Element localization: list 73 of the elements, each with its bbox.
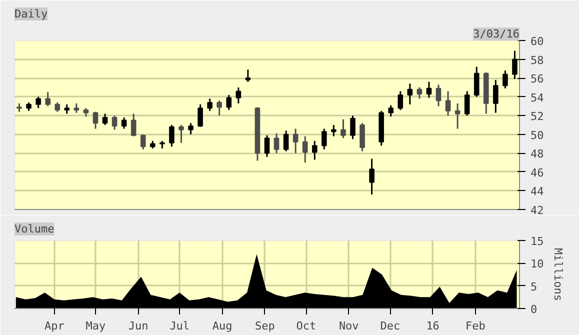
candlestick xyxy=(169,124,174,148)
chart-title: Daily xyxy=(14,8,48,20)
candlestick xyxy=(493,79,498,114)
x-tick-label: Jul xyxy=(170,320,190,332)
candlestick xyxy=(445,90,451,116)
candlestick xyxy=(436,84,442,107)
chart-title: Volume xyxy=(14,222,54,236)
candlestick xyxy=(226,94,232,111)
candlestick xyxy=(64,104,70,114)
candlestick xyxy=(178,124,184,144)
candlestick xyxy=(350,114,356,140)
y-tick-label: 50 xyxy=(530,128,544,142)
candlestick xyxy=(130,112,136,138)
y-tick-label: 42 xyxy=(530,204,544,217)
candlestick xyxy=(264,134,270,158)
candlestick xyxy=(312,140,318,160)
candlestick xyxy=(121,116,127,130)
candlestick xyxy=(340,118,346,139)
candlestick xyxy=(102,112,108,126)
x-tick-label: May xyxy=(86,320,106,332)
candlestick xyxy=(188,122,194,136)
y-tick-label: 48 xyxy=(530,148,544,161)
candlestick xyxy=(502,70,508,90)
candlestick xyxy=(245,68,251,83)
y-tick-label: 10 xyxy=(530,258,544,271)
y-tick-label: 44 xyxy=(530,185,544,198)
candlestick xyxy=(360,122,365,152)
y-tick-label: 46 xyxy=(530,166,544,180)
candlestick xyxy=(474,66,480,98)
y-tick-label: 15 xyxy=(530,235,544,248)
candlestick xyxy=(426,81,432,99)
candlestick xyxy=(216,100,222,116)
y-tick-label: 54 xyxy=(530,91,544,104)
text: 3/03/16 xyxy=(473,28,520,40)
candlestick xyxy=(292,128,298,154)
y-tick-label: 5 xyxy=(530,280,538,294)
candlestick xyxy=(207,98,212,112)
x-tick-label: Jun xyxy=(128,320,148,332)
candlestick xyxy=(464,90,470,116)
candlestick xyxy=(198,104,203,128)
candlestick xyxy=(302,136,308,164)
candlestick xyxy=(283,130,289,152)
candlestick xyxy=(388,104,394,118)
y-tick-label: 60 xyxy=(530,35,544,48)
candlestick xyxy=(112,114,118,130)
candlestick xyxy=(369,158,374,196)
x-tick-label: Nov xyxy=(338,320,360,332)
y-tick-label: 58 xyxy=(530,54,544,67)
x-tick-label: 16 xyxy=(426,320,440,332)
candlestick xyxy=(45,91,50,107)
x-tick-label: Aug xyxy=(212,320,232,332)
y-tick-label: 56 xyxy=(530,72,544,86)
candlestick xyxy=(54,102,60,113)
x-tick-label: Oct xyxy=(296,320,316,332)
candlestick xyxy=(416,86,422,100)
x-tick-label: Feb xyxy=(466,320,486,332)
candlestick xyxy=(236,86,242,104)
candlestick xyxy=(398,90,404,111)
candlestick xyxy=(322,128,327,150)
candlestick xyxy=(331,124,336,138)
x-tick-label: Sep xyxy=(255,320,275,332)
y-tick-label: 0 xyxy=(530,303,538,316)
candlestick xyxy=(407,82,413,106)
y-tick-label: 52 xyxy=(530,110,544,124)
candlestick xyxy=(92,111,98,130)
candlestick xyxy=(74,102,80,114)
x-tick-label: Dec xyxy=(380,320,400,332)
candlestick xyxy=(454,102,460,130)
candlestick xyxy=(140,134,146,150)
x-tick-label: Apr xyxy=(44,320,65,332)
candlestick xyxy=(36,96,41,109)
candlestick xyxy=(274,132,280,154)
y-axis-title: Millions xyxy=(552,248,565,301)
